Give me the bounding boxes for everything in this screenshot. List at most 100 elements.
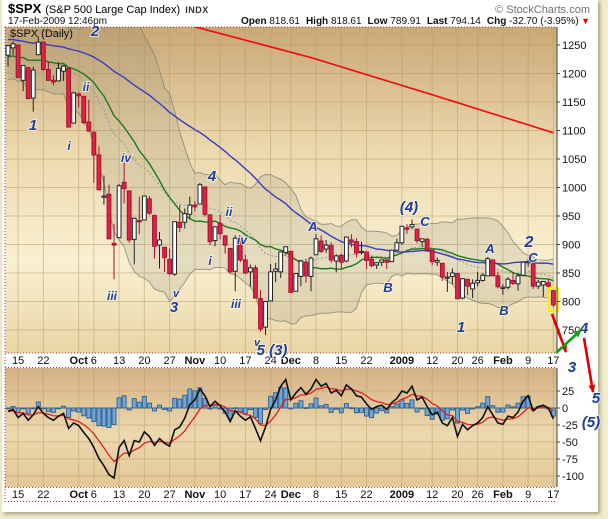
ticker-symbol: $SPX bbox=[8, 1, 42, 16]
wave-annotation: 2 bbox=[524, 234, 534, 251]
svg-text:20: 20 bbox=[451, 489, 463, 501]
index-name: (S&P 500 Large Cap Index) bbox=[45, 4, 181, 16]
change-down-icon: ▼ bbox=[578, 16, 590, 26]
svg-text:Oct: Oct bbox=[70, 489, 89, 501]
oscillator-panel bbox=[5, 377, 556, 480]
svg-text:17: 17 bbox=[547, 355, 559, 367]
svg-text:9: 9 bbox=[525, 355, 531, 367]
svg-text:6: 6 bbox=[91, 489, 97, 501]
exchange-label: INDX bbox=[185, 5, 209, 15]
wave-annotation: 3 bbox=[170, 299, 179, 316]
svg-text:1150: 1150 bbox=[562, 97, 586, 109]
wave-annotation: B bbox=[383, 280, 392, 295]
svg-text:24: 24 bbox=[264, 489, 276, 501]
svg-text:22: 22 bbox=[360, 489, 372, 501]
sma20-line bbox=[7, 55, 554, 282]
svg-text:2009: 2009 bbox=[390, 489, 414, 501]
svg-text:10: 10 bbox=[214, 355, 226, 367]
axis-labels: 1250120011501100105010009509008508007502… bbox=[12, 40, 587, 501]
quote-high-value: 818.61 bbox=[328, 16, 362, 27]
wave-annotation: 3 bbox=[568, 359, 577, 376]
svg-text:12: 12 bbox=[426, 355, 438, 367]
wave-annotation: 4 bbox=[207, 168, 217, 185]
wave-annotation: C bbox=[420, 214, 430, 229]
svg-text:15: 15 bbox=[335, 355, 347, 367]
quote-open-value: 818.61 bbox=[266, 16, 300, 27]
svg-text:20: 20 bbox=[451, 355, 463, 367]
svg-text:9: 9 bbox=[525, 489, 531, 501]
svg-text:0: 0 bbox=[562, 403, 568, 415]
quote-open-label: Open bbox=[241, 16, 267, 27]
wave-annotation: 4 bbox=[579, 320, 589, 337]
oscillator-histogram bbox=[5, 386, 556, 428]
svg-text:27: 27 bbox=[163, 355, 175, 367]
wave-annotation: C bbox=[528, 250, 538, 265]
wave-annotation: v bbox=[254, 337, 261, 349]
wave-annotation: ii bbox=[226, 205, 233, 219]
quote-last-label: Last bbox=[426, 16, 448, 27]
svg-text:12: 12 bbox=[426, 489, 438, 501]
svg-text:850: 850 bbox=[562, 268, 580, 280]
svg-text:1050: 1050 bbox=[562, 154, 586, 166]
wave-annotation: A bbox=[307, 219, 317, 234]
quote-high-label: High bbox=[305, 16, 329, 27]
svg-text:900: 900 bbox=[562, 240, 580, 252]
svg-text:24: 24 bbox=[264, 355, 276, 367]
svg-text:22: 22 bbox=[360, 355, 372, 367]
candles bbox=[5, 36, 556, 336]
wave-annotation: ii bbox=[83, 80, 90, 94]
svg-text:15: 15 bbox=[12, 355, 24, 367]
svg-text:-75: -75 bbox=[562, 454, 578, 466]
wave-annotation: iv bbox=[121, 151, 132, 165]
svg-text:Dec: Dec bbox=[281, 489, 301, 501]
svg-text:8: 8 bbox=[313, 355, 319, 367]
wave-annotation: 1 bbox=[29, 117, 37, 134]
quote-low-value: 789.91 bbox=[387, 16, 421, 27]
svg-text:1200: 1200 bbox=[562, 69, 586, 81]
svg-text:950: 950 bbox=[562, 211, 580, 223]
svg-text:2009: 2009 bbox=[390, 355, 414, 367]
svg-text:20: 20 bbox=[138, 355, 150, 367]
ma200-line bbox=[193, 27, 554, 134]
svg-text:Feb: Feb bbox=[493, 489, 513, 501]
last-candle-highlight bbox=[547, 286, 560, 313]
wave-annotation: i bbox=[208, 254, 212, 268]
oscillator-signal-line bbox=[7, 386, 554, 463]
wave-annotation: (4) bbox=[400, 199, 418, 216]
wave-annotation: A bbox=[484, 241, 494, 256]
green-projection-arrow bbox=[555, 329, 582, 354]
quote-last-value: 794.14 bbox=[447, 16, 481, 27]
quote-low-label: Low bbox=[367, 16, 388, 27]
oscillator-line bbox=[7, 377, 555, 480]
stockcharts-credit: © StockCharts.com bbox=[495, 4, 590, 16]
gridlines bbox=[5, 27, 557, 487]
svg-text:15: 15 bbox=[12, 489, 24, 501]
svg-text:17: 17 bbox=[239, 355, 251, 367]
wave-annotation: iii bbox=[107, 289, 118, 303]
header-quote-row: 17-Feb-2009 12:46pm Open 818.61 High 818.… bbox=[8, 16, 598, 28]
svg-text:1000: 1000 bbox=[562, 183, 586, 195]
svg-text:10: 10 bbox=[214, 489, 226, 501]
svg-text:27: 27 bbox=[163, 489, 175, 501]
svg-text:-50: -50 bbox=[562, 437, 578, 449]
svg-text:Oct: Oct bbox=[70, 355, 89, 367]
svg-text:Dec: Dec bbox=[281, 355, 301, 367]
svg-text:Feb: Feb bbox=[493, 355, 513, 367]
svg-text:8: 8 bbox=[313, 489, 319, 501]
svg-text:750: 750 bbox=[562, 325, 580, 337]
svg-text:6: 6 bbox=[91, 355, 97, 367]
svg-text:-25: -25 bbox=[562, 420, 578, 432]
wave-annotation: i bbox=[67, 139, 71, 153]
wave-annotation: 1 bbox=[457, 319, 465, 336]
wave-annotation: (5) bbox=[582, 414, 600, 431]
panel-borders bbox=[4, 26, 557, 502]
svg-text:-100: -100 bbox=[562, 471, 584, 483]
svg-text:1250: 1250 bbox=[562, 40, 586, 52]
red-projection-arrow bbox=[582, 337, 596, 393]
svg-text:Nov: Nov bbox=[184, 489, 206, 501]
svg-text:Nov: Nov bbox=[184, 355, 206, 367]
axis-lines bbox=[556, 27, 560, 487]
wave-annotation: 5 bbox=[592, 390, 601, 407]
header-title-row: $SPX (S&P 500 Large Cap Index) INDX © St… bbox=[8, 1, 598, 16]
